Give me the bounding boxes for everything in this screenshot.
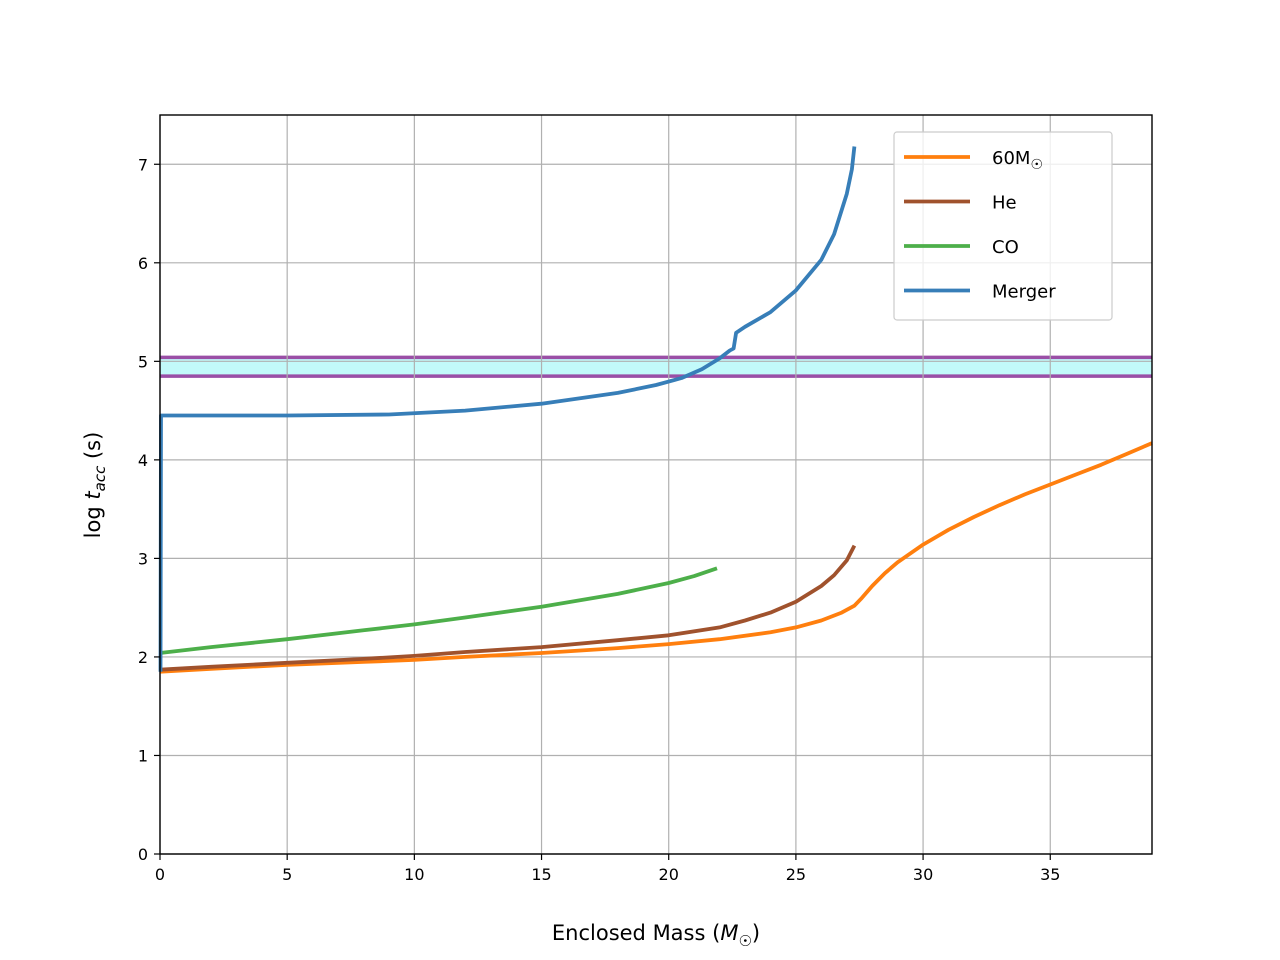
band-fill [160, 357, 1152, 377]
y-tick-label: 5 [138, 352, 148, 371]
y-tick-label: 2 [138, 648, 148, 667]
legend-label: CO [992, 237, 1019, 258]
legend-label: He [992, 193, 1017, 214]
x-tick-label: 15 [531, 865, 551, 884]
legend-items: 60M☉ He CO Merger [904, 148, 1056, 303]
series-line-co [159, 566, 718, 655]
legend: 60M☉ He CO Merger [893, 131, 1113, 321]
y-tick-label: 0 [138, 845, 148, 864]
legend-box [893, 131, 1113, 321]
series-line-he [159, 544, 857, 672]
x-tick-label: 0 [155, 865, 165, 884]
legend-label: 60M☉ [992, 148, 1043, 173]
legend-label: Merger [992, 282, 1056, 303]
x-tick-label: 35 [1040, 865, 1060, 884]
x-tick-label: 30 [913, 865, 933, 884]
x-tick-label: 5 [282, 865, 292, 884]
y-tick-label: 1 [138, 746, 148, 765]
y-tick-label: 3 [138, 549, 148, 568]
y-axis-title: log tacc (s) [81, 432, 109, 539]
series-line-60m [159, 441, 1153, 674]
series-layer [158, 146, 1153, 674]
x-tick-label: 10 [404, 865, 424, 884]
y-tick-label: 7 [138, 155, 148, 174]
y-tick-label: 4 [138, 451, 148, 470]
plot-frame [159, 114, 1153, 855]
tick-layer: 0 5 10 15 20 25 30 35 0 1 2 3 4 5 6 7 [138, 155, 1061, 884]
series-line-merger [158, 146, 857, 672]
x-tick-label: 20 [659, 865, 679, 884]
y-tick-label: 6 [138, 254, 148, 273]
band-layer [160, 355, 1152, 378]
x-tick-label: 25 [786, 865, 806, 884]
